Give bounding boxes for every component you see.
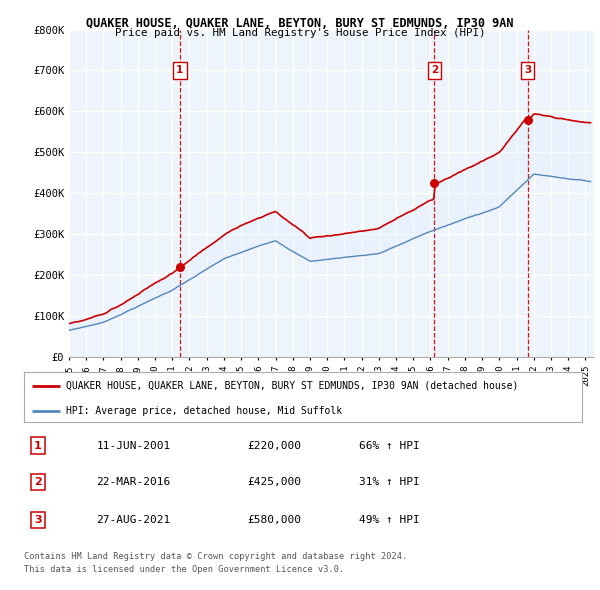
Text: 31% ↑ HPI: 31% ↑ HPI [359,477,419,487]
Text: QUAKER HOUSE, QUAKER LANE, BEYTON, BURY ST EDMUNDS, IP30 9AN (detached house): QUAKER HOUSE, QUAKER LANE, BEYTON, BURY … [66,381,518,391]
Text: £425,000: £425,000 [247,477,301,487]
Text: QUAKER HOUSE, QUAKER LANE, BEYTON, BURY ST EDMUNDS, IP30 9AN: QUAKER HOUSE, QUAKER LANE, BEYTON, BURY … [86,17,514,30]
Text: This data is licensed under the Open Government Licence v3.0.: This data is licensed under the Open Gov… [24,565,344,574]
Text: 11-JUN-2001: 11-JUN-2001 [97,441,171,451]
Text: Price paid vs. HM Land Registry's House Price Index (HPI): Price paid vs. HM Land Registry's House … [115,28,485,38]
Text: 49% ↑ HPI: 49% ↑ HPI [359,515,419,525]
Text: HPI: Average price, detached house, Mid Suffolk: HPI: Average price, detached house, Mid … [66,406,342,416]
Text: 2: 2 [431,65,438,76]
Text: 22-MAR-2016: 22-MAR-2016 [97,477,171,487]
Text: 1: 1 [176,65,184,76]
Text: 27-AUG-2021: 27-AUG-2021 [97,515,171,525]
Text: 3: 3 [34,515,42,525]
Text: Contains HM Land Registry data © Crown copyright and database right 2024.: Contains HM Land Registry data © Crown c… [24,552,407,561]
Text: 66% ↑ HPI: 66% ↑ HPI [359,441,419,451]
Text: £580,000: £580,000 [247,515,301,525]
Text: 3: 3 [524,65,532,76]
Text: 2: 2 [34,477,42,487]
Text: 1: 1 [34,441,42,451]
Text: £220,000: £220,000 [247,441,301,451]
